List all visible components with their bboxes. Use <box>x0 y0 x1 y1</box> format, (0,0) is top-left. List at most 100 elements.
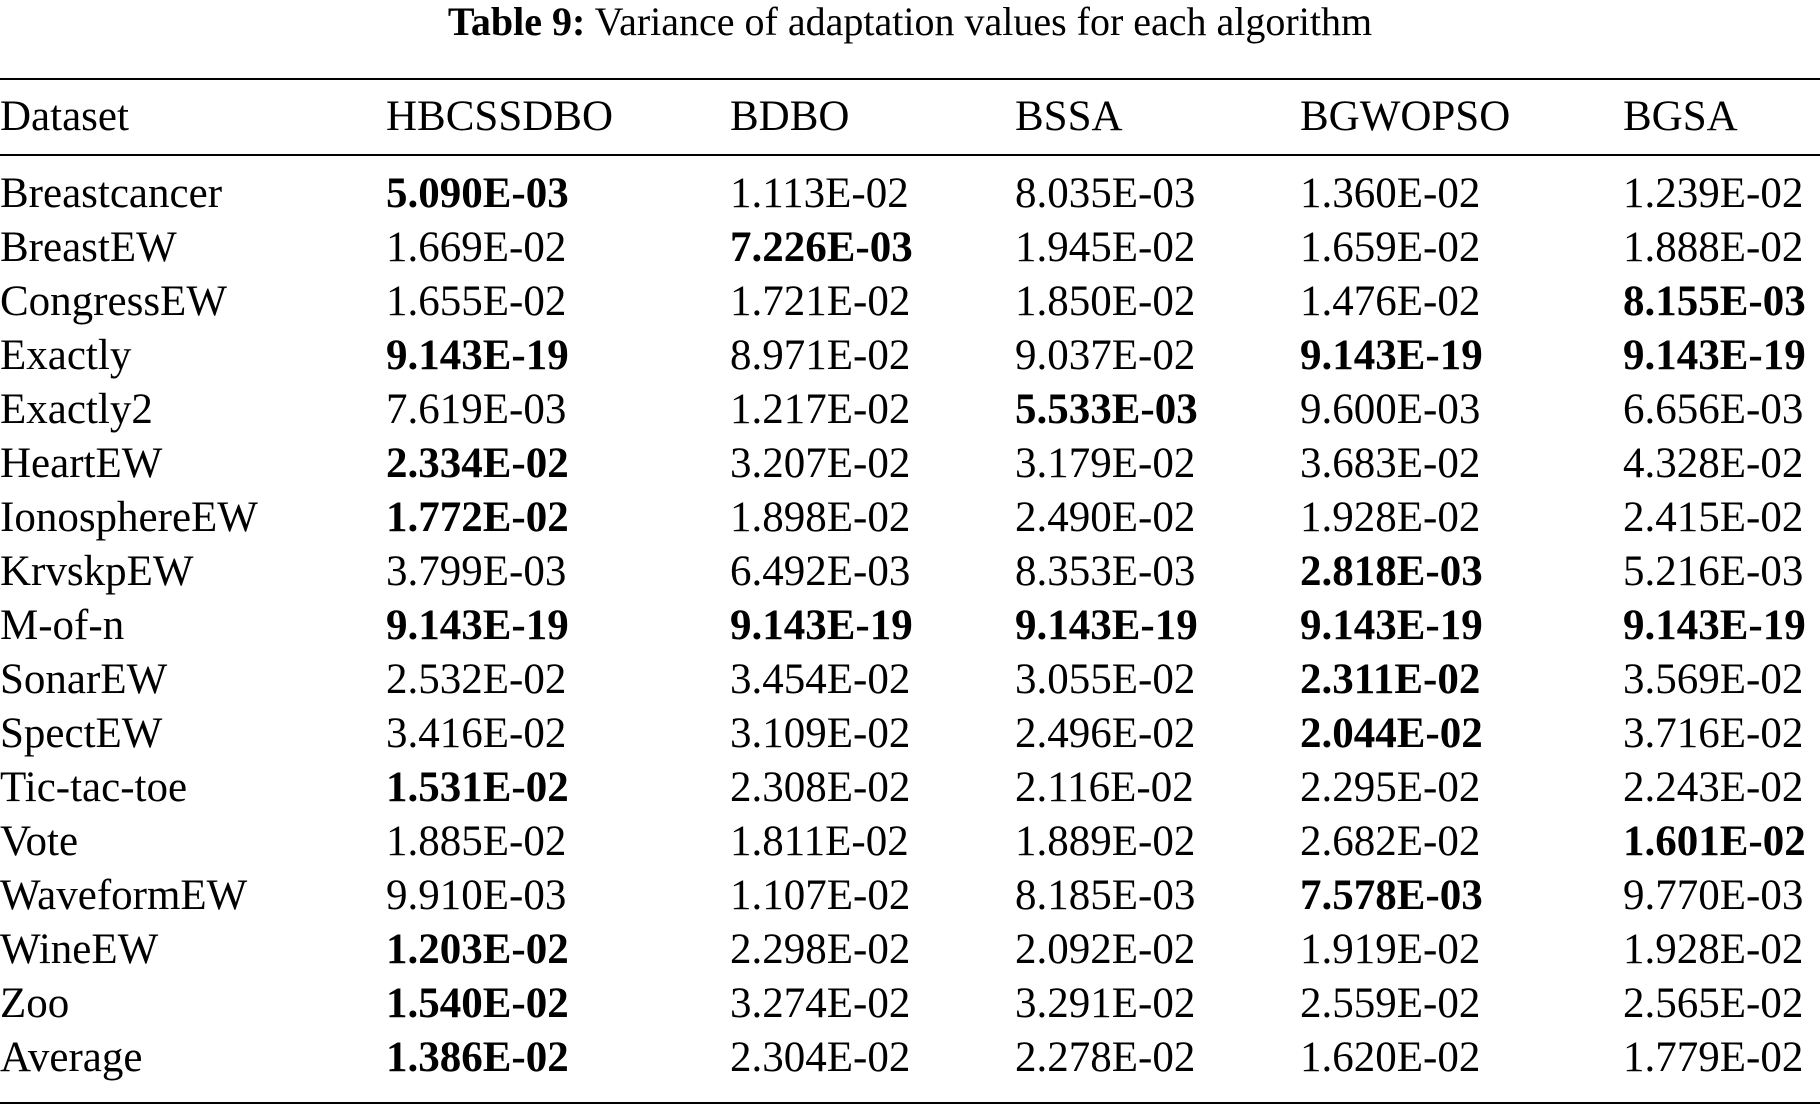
value-cell: 3.799E-03 <box>386 547 567 595</box>
value-cell: 1.721E-02 <box>730 277 911 325</box>
table-caption-label: Table 9: <box>447 0 586 44</box>
value-cell: 2.278E-02 <box>1015 1033 1196 1081</box>
dataset-name-cell: SonarEW <box>0 655 168 703</box>
table-row: Exactly2 7.619E-03 1.217E-02 5.533E-03 9.600… <box>0 382 1820 436</box>
table-row: Zoo 1.540E-02 3.274E-02 3.291E-02 2.559E-02 2… <box>0 976 1820 1030</box>
table-row: Average 1.386E-02 2.304E-02 2.278E-02 1.620E… <box>0 1030 1820 1084</box>
table-row: M-of-n 9.143E-19 9.143E-19 9.143E-19 9.143E-… <box>0 598 1820 652</box>
table-row: Breastcancer 5.090E-03 1.113E-02 8.035E-03 1… <box>0 154 1820 220</box>
dataset-name-cell: Zoo <box>0 979 70 1027</box>
dataset-name-cell: Breastcancer <box>0 169 223 217</box>
value-cell: 5.533E-03 <box>1015 385 1198 433</box>
dataset-name-cell: WineEW <box>0 925 159 973</box>
table-header-rule <box>0 154 1820 156</box>
value-cell: 2.490E-02 <box>1015 493 1196 541</box>
value-cell: 3.207E-02 <box>730 439 911 487</box>
table-row: Exactly 9.143E-19 8.971E-02 9.037E-02 9.143E… <box>0 328 1820 382</box>
value-cell: 2.334E-02 <box>386 439 569 487</box>
value-cell: 8.353E-03 <box>1015 547 1196 595</box>
table-row: BreastEW 1.669E-02 7.226E-03 1.945E-02 1.659… <box>0 220 1820 274</box>
value-cell: 9.770E-03 <box>1623 871 1804 919</box>
value-cell: 1.919E-02 <box>1300 925 1481 973</box>
table-bottom-rule <box>0 1102 1820 1104</box>
column-header-bssa: BSSA <box>1015 92 1123 140</box>
value-cell: 3.683E-02 <box>1300 439 1481 487</box>
value-cell: 9.143E-19 <box>386 601 569 649</box>
value-cell: 9.143E-19 <box>1300 601 1483 649</box>
table-row: WaveformEW 9.910E-03 1.107E-02 8.185E-03 7.5… <box>0 868 1820 922</box>
table-body: Breastcancer 5.090E-03 1.113E-02 8.035E-03 1… <box>0 154 1820 1084</box>
table-row: Tic-tac-toe 1.531E-02 2.308E-02 2.116E-02 2.… <box>0 760 1820 814</box>
value-cell: 3.109E-02 <box>730 709 911 757</box>
dataset-name-cell: WaveformEW <box>0 871 248 919</box>
dataset-name-cell: SpectEW <box>0 709 163 757</box>
dataset-name-cell: CongressEW <box>0 277 227 325</box>
value-cell: 3.274E-02 <box>730 979 911 1027</box>
value-cell: 2.044E-02 <box>1300 709 1483 757</box>
value-cell: 3.569E-02 <box>1623 655 1804 703</box>
value-cell: 1.928E-02 <box>1623 925 1804 973</box>
value-cell: 1.888E-02 <box>1623 223 1804 271</box>
dataset-name-cell: BreastEW <box>0 223 177 271</box>
value-cell: 1.476E-02 <box>1300 277 1481 325</box>
table-top-rule <box>0 78 1820 80</box>
value-cell: 9.037E-02 <box>1015 331 1196 379</box>
value-cell: 7.226E-03 <box>730 223 913 271</box>
value-cell: 1.113E-02 <box>730 169 909 217</box>
value-cell: 1.360E-02 <box>1300 169 1481 217</box>
dataset-name-cell: Tic-tac-toe <box>0 763 188 811</box>
value-cell: 9.143E-19 <box>386 331 569 379</box>
column-header-dataset: Dataset <box>0 92 129 140</box>
column-header-bgsa: BGSA <box>1623 92 1738 140</box>
value-cell: 1.601E-02 <box>1623 817 1806 865</box>
value-cell: 2.116E-02 <box>1015 763 1194 811</box>
dataset-name-cell: IonosphereEW <box>0 493 258 541</box>
value-cell: 1.889E-02 <box>1015 817 1196 865</box>
value-cell: 8.185E-03 <box>1015 871 1196 919</box>
value-cell: 8.155E-03 <box>1623 277 1806 325</box>
value-cell: 1.659E-02 <box>1300 223 1481 271</box>
value-cell: 9.143E-19 <box>1015 601 1198 649</box>
column-header-bgwopso: BGWOPSO <box>1300 92 1511 140</box>
value-cell: 9.143E-19 <box>1300 331 1483 379</box>
table-row: SonarEW 2.532E-02 3.454E-02 3.055E-02 2.311E… <box>0 652 1820 706</box>
value-cell: 8.035E-03 <box>1015 169 1196 217</box>
value-cell: 1.203E-02 <box>386 925 569 973</box>
value-cell: 2.559E-02 <box>1300 979 1481 1027</box>
results-table: Dataset HBCSSDBO BDBO BSSA BGWOPSO BGSA … <box>0 78 1820 1084</box>
value-cell: 1.811E-02 <box>730 817 909 865</box>
dataset-name-cell: Average <box>0 1033 143 1081</box>
value-cell: 3.055E-02 <box>1015 655 1196 703</box>
value-cell: 1.531E-02 <box>386 763 569 811</box>
dataset-name-cell: Exactly <box>0 331 132 379</box>
value-cell: 2.304E-02 <box>730 1033 911 1081</box>
table-header-row: Dataset HBCSSDBO BDBO BSSA BGWOPSO BGSA <box>0 78 1820 154</box>
value-cell: 3.291E-02 <box>1015 979 1196 1027</box>
table-row: IonosphereEW 1.772E-02 1.898E-02 2.490E-02 1… <box>0 490 1820 544</box>
dataset-name-cell: KrvskpEW <box>0 547 194 595</box>
value-cell: 1.239E-02 <box>1623 169 1804 217</box>
value-cell: 5.090E-03 <box>386 169 569 217</box>
value-cell: 9.143E-19 <box>1623 601 1806 649</box>
dataset-name-cell: M-of-n <box>0 601 125 649</box>
value-cell: 2.092E-02 <box>1015 925 1196 973</box>
value-cell: 6.492E-03 <box>730 547 911 595</box>
table-row: SpectEW 3.416E-02 3.109E-02 2.496E-02 2.044E… <box>0 706 1820 760</box>
value-cell: 2.295E-02 <box>1300 763 1481 811</box>
value-cell: 2.496E-02 <box>1015 709 1196 757</box>
value-cell: 1.850E-02 <box>1015 277 1196 325</box>
value-cell: 1.945E-02 <box>1015 223 1196 271</box>
value-cell: 1.928E-02 <box>1300 493 1481 541</box>
table-row: CongressEW 1.655E-02 1.721E-02 1.850E-02 1.4… <box>0 274 1820 328</box>
value-cell: 3.454E-02 <box>730 655 911 703</box>
value-cell: 9.600E-03 <box>1300 385 1481 433</box>
value-cell: 2.818E-03 <box>1300 547 1483 595</box>
table-row: HeartEW 2.334E-02 3.207E-02 3.179E-02 3.683E… <box>0 436 1820 490</box>
table-caption-text: Variance of adaptation values for each a… <box>594 0 1373 44</box>
value-cell: 9.143E-19 <box>730 601 913 649</box>
value-cell: 2.311E-02 <box>1300 655 1481 703</box>
value-cell: 6.656E-03 <box>1623 385 1804 433</box>
table-row: WineEW 1.203E-02 2.298E-02 2.092E-02 1.919E-… <box>0 922 1820 976</box>
value-cell: 3.179E-02 <box>1015 439 1196 487</box>
value-cell: 4.328E-02 <box>1623 439 1804 487</box>
